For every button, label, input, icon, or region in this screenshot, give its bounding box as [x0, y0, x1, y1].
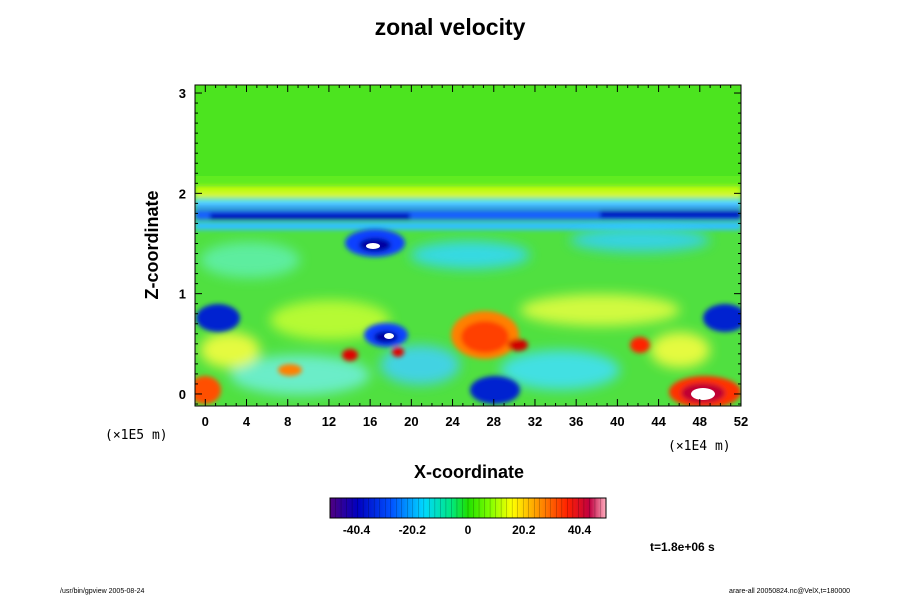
x-tick-label: 52	[734, 414, 748, 429]
colorbar-tick-label: -20.2	[399, 523, 427, 537]
colorbar-tick-label: -40.4	[343, 523, 371, 537]
x-tick-label: 24	[445, 414, 460, 429]
x-tick-label: 16	[363, 414, 377, 429]
y-tick-label: 0	[179, 387, 186, 402]
x-tick-label: 4	[243, 414, 251, 429]
x-scale-label: (×1E4 m)	[668, 439, 731, 454]
x-tick-label: 0	[202, 414, 209, 429]
x-tick-label: 36	[569, 414, 583, 429]
footer-right: arare-all 20050824.nc@VelX,t=180000	[729, 588, 850, 595]
y-tick-label: 1	[179, 287, 186, 302]
x-tick-label: 8	[284, 414, 291, 429]
x-tick-label: 28	[487, 414, 501, 429]
y-tick-labels: 0 1 2 3	[179, 86, 186, 402]
colorbar-tick-label: 20.2	[512, 523, 536, 537]
colorbar-tick-labels: -40.4 -20.2 0 20.2 40.4	[343, 523, 592, 537]
footer-left: /usr/bin/gpview 2005-08-24	[60, 588, 145, 595]
x-tick-label: 44	[651, 414, 666, 429]
y-scale-label: (×1E5 m)	[105, 428, 168, 443]
colorbar-tick-label: 0	[465, 523, 472, 537]
x-axis-label: X-coordinate	[414, 462, 524, 482]
x-tick-label: 20	[404, 414, 418, 429]
x-tick-labels: 0 4 8 12 16 20 24 28 32 36 40 44 48 52	[202, 414, 749, 429]
y-axis-label: Z-coordinate	[142, 190, 162, 299]
x-tick-marks	[194, 85, 742, 406]
y-tick-label: 2	[179, 186, 186, 201]
y-tick-label: 3	[179, 86, 186, 101]
colorbar-tick-label: 40.4	[568, 523, 592, 537]
x-tick-label: 12	[322, 414, 336, 429]
plot-frame	[194, 84, 742, 407]
heatmap-field	[195, 85, 741, 406]
x-tick-label: 40	[610, 414, 624, 429]
x-tick-label: 32	[528, 414, 542, 429]
chart-title: zonal velocity	[374, 14, 526, 40]
x-tick-label: 48	[693, 414, 707, 429]
colorbar-stripes	[335, 498, 601, 518]
y-tick-marks	[195, 92, 741, 405]
time-label: t=1.8e+06 s	[650, 540, 715, 554]
